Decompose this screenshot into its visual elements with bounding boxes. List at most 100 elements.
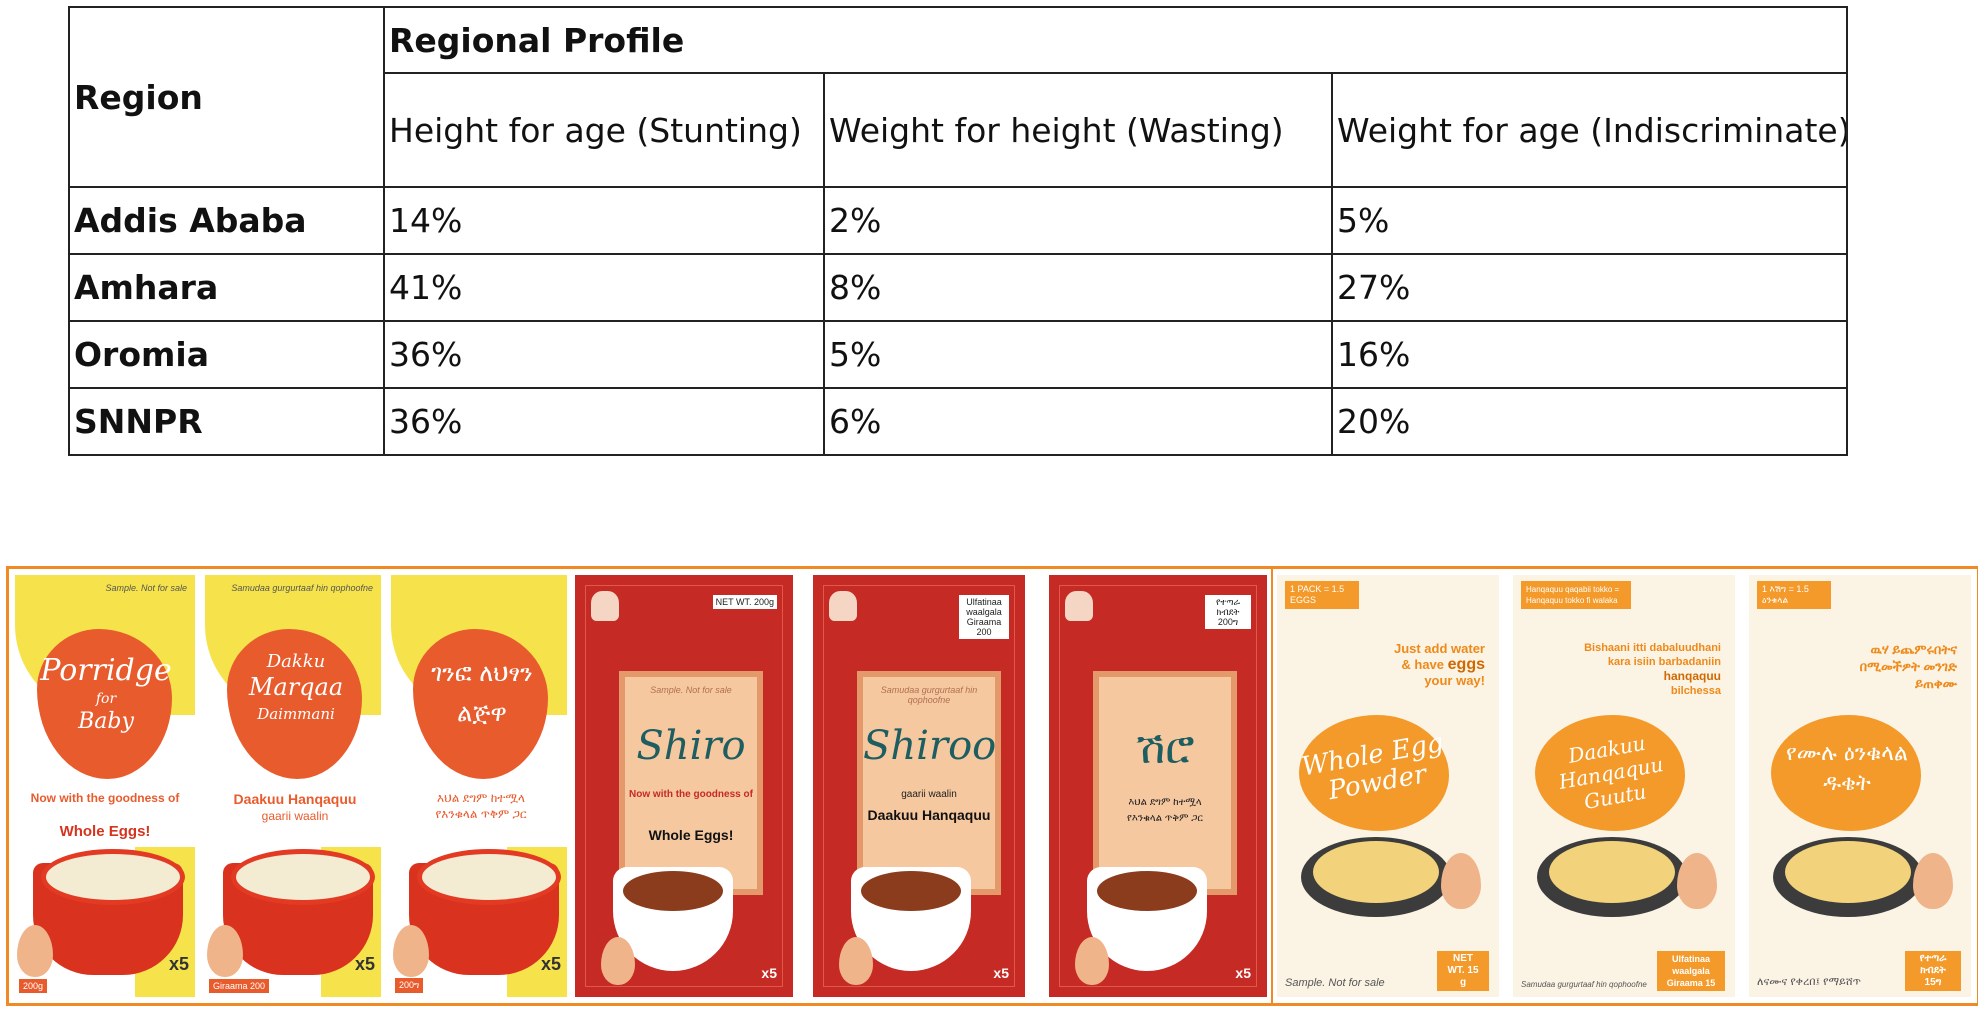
package-tagline: gaarii waalin (901, 789, 957, 800)
sample-note: Sample. Not for sale (105, 583, 187, 593)
net-weight: Giraama 200 (209, 979, 270, 993)
porridge-cream-image (231, 849, 375, 905)
region-name: Oromia (68, 320, 385, 389)
egg-image (17, 925, 53, 977)
package-title: የሙሉ ዕንቁላል ዱቄት (1786, 741, 1908, 796)
shiro-stew-image (623, 871, 723, 911)
scrambled-egg-image (1313, 841, 1439, 903)
region-header: Region (68, 6, 385, 188)
scrambled-egg-image (1785, 841, 1911, 903)
sample-note: ለናሙና የቀረበ፤ የማይሸጥ (1757, 976, 1862, 988)
egg-image (1075, 937, 1109, 985)
package-subtitle: Daakuu Hanqaquu (233, 791, 357, 807)
egg-image (839, 937, 873, 985)
pack-count: x5 (354, 954, 375, 974)
egg-powder-package-oromo: Hanqaquu qaqabii tokko = Hanqaquu tokko … (1513, 575, 1735, 997)
wasting-value: 8% (823, 253, 1333, 322)
net-weight: የተጣራ ክብደት 200ግ (1205, 595, 1251, 629)
region-name: SNNPR (68, 387, 385, 456)
package-tagline: Just add water & have eggs your way! (1325, 641, 1485, 689)
shiro-package-amharic: የተጣራ ክብደት 200ግ ሽሮ እህል ደግም ከተሟላ የእንቁላል ጥቅ… (1049, 575, 1267, 997)
tagline-line: Just add water (1393, 641, 1485, 656)
net-weight: Ulfatinaa waalgala Giraama 15 (1657, 951, 1725, 991)
stunting-value: 41% (383, 253, 825, 322)
decorative-border (1059, 585, 1257, 987)
package-subtitle-2: የእንቁላል ጥቅም ጋር (435, 807, 527, 821)
wasting-value: 5% (823, 320, 1333, 389)
tagline-emphasis: eggs (1447, 656, 1485, 673)
label-card: ሽሮ እህል ደግም ከተሟላ የእንቁላል ጥቅም ጋር (1093, 671, 1237, 895)
package-subtitle-2: gaarii waalin (261, 809, 329, 823)
stunting-value: 36% (383, 387, 825, 456)
shiro-package-english: NET WT. 200g Sample. Not for sale Shiro … (575, 575, 793, 997)
package-title-line: Daimmani (257, 705, 335, 723)
porridge-package-english: Sample. Not for sale Porridge for Baby N… (15, 575, 195, 997)
wasting-value: 2% (823, 186, 1333, 255)
net-weight: 200ግ (395, 978, 424, 993)
package-title-line: ልጅዋ (457, 699, 507, 727)
title-blob (1771, 715, 1921, 831)
net-weight: NET WT. 200g (712, 595, 777, 609)
stunting-value: 14% (383, 186, 825, 255)
pack-count: x5 (540, 954, 561, 974)
wasting-value: 6% (823, 387, 1333, 456)
egg-image (601, 937, 635, 985)
region-name: Addis Ababa (68, 186, 385, 255)
package-title: Porridge (40, 653, 172, 688)
porridge-cream-image (41, 849, 185, 905)
title-blob (1299, 715, 1449, 831)
tagline-line: በሚመችዎት መንገድ (1859, 659, 1957, 674)
package-subtitle: የእንቁላል ጥቅም ጋር (1127, 813, 1203, 824)
net-weight: NET WT. 15 g (1437, 951, 1489, 991)
tagline-line: bilchessa (1670, 685, 1721, 697)
brand-logo-icon (1065, 591, 1093, 621)
package-title-connector: for (95, 691, 117, 707)
stunting-value: 36% (383, 320, 825, 389)
package-tagline: Bishaani itti dabaluudhani kara isiin ba… (1531, 641, 1721, 698)
porridge-package-oromo: Samudaa gurgurtaaf hin qophoofne Dakku M… (205, 575, 381, 997)
sample-note: Samudaa gurgurtaaf hin qophoofne (231, 583, 373, 593)
region-name: Amhara (68, 253, 385, 322)
package-tagline: Now with the goodness of (629, 789, 753, 800)
sample-note: Sample. Not for sale (1285, 977, 1385, 989)
tagline-emphasis: hanqaquu (1663, 669, 1721, 683)
label-card: Sample. Not for sale Shiro Now with the … (619, 671, 763, 895)
column-header-indiscriminate: Weight for age (Indiscriminate) (1330, 72, 1849, 188)
egg-powder-package-english: 1 PACK = 1.5 EGGS Just add water & have … (1277, 575, 1499, 997)
title-blob (37, 629, 172, 779)
tagline-line: & have (1401, 657, 1445, 672)
egg-powder-package-amharic: 1 እሽግ = 1.5 ዕንቁላል ዉሃ ይጨምሩበትና በሚመችዎት መንገድ… (1749, 575, 1971, 997)
porridge-package-amharic: ገንፎ ለህፃን ልጅዋ እህል ደግም ከተሟላ የእንቁላል ጥቅም ጋር … (391, 575, 567, 997)
scrambled-egg-image (1549, 841, 1675, 903)
egg-image (1677, 853, 1717, 909)
package-title: ገንፎ ለህፃን (431, 659, 533, 687)
package-title-line: Marqaa (248, 673, 344, 701)
sample-note: Samudaa gurgurtaaf hin qophoofne (880, 685, 978, 705)
tagline-line: your way! (1424, 673, 1485, 688)
pack-count: x5 (1235, 965, 1251, 981)
package-subtitle: Daakuu Hanqaquu (867, 807, 991, 823)
title-blob (413, 629, 548, 779)
egg-image (1913, 853, 1953, 909)
sample-note: Samudaa gurgurtaaf hin qophoofne (1521, 980, 1647, 989)
indiscriminate-value: 5% (1330, 186, 1849, 255)
pack-equivalence-badge: 1 PACK = 1.5 EGGS (1285, 581, 1359, 609)
indiscriminate-value: 27% (1330, 253, 1849, 322)
column-header-wasting: Weight for height (Wasting) (823, 72, 1333, 188)
package-tagline: ዉሃ ይጨምሩበትና በሚመችዎት መንገድ ይጠቀሙ (1797, 641, 1957, 692)
package-title: ሽሮ (1135, 723, 1195, 774)
package-subtitle: Whole Eggs! (59, 823, 151, 840)
label-card: Samudaa gurgurtaaf hin qophoofne Shiroo … (857, 671, 1001, 895)
porridge-group: Sample. Not for sale Porridge for Baby N… (9, 569, 573, 1003)
column-header-stunting: Height for age (Stunting) (383, 72, 825, 188)
table-row: Oromia 36% 5% 16% (68, 320, 1849, 389)
table-row: Amhara 41% 8% 27% (68, 253, 1849, 322)
product-packaging-strip: Sample. Not for sale Porridge for Baby N… (6, 566, 1978, 1006)
tagline-line: kara isiin barbadaniin (1607, 656, 1721, 668)
tagline-line: Bishaani itti dabaluudhani (1584, 642, 1721, 654)
title-blob (1535, 715, 1685, 831)
sample-note: Sample. Not for sale (650, 685, 732, 695)
package-subtitle: እህል ደግም ከተሟላ (437, 791, 525, 805)
pack-equivalence-badge: 1 እሽግ = 1.5 ዕንቁላል (1757, 581, 1831, 609)
tagline-line: ይጠቀሙ (1915, 676, 1957, 691)
